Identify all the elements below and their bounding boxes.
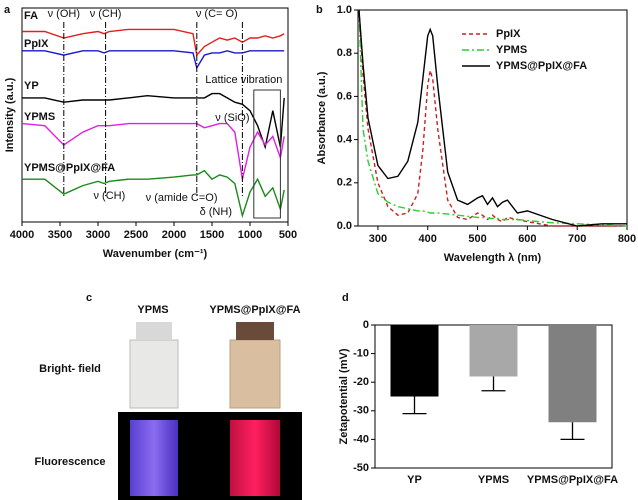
series-line <box>22 169 285 219</box>
annotation: ν (CH) <box>90 8 122 20</box>
x-tick-label: 3500 <box>48 229 72 241</box>
annotation: ν (C= O) <box>196 8 238 20</box>
series-label: YPMS@PpIX@FA <box>24 162 115 174</box>
panel-label: d <box>342 292 349 304</box>
series-label: PpIX <box>24 38 49 50</box>
photo-column: YPMS <box>137 304 168 316</box>
x-tick-label: 600 <box>518 233 536 245</box>
vial-cap <box>136 322 172 340</box>
photo-row: Bright- field <box>39 363 101 375</box>
y-tick-label: 0.0 <box>337 220 352 232</box>
x-tick-label: 2500 <box>124 229 148 241</box>
series-label: YPMS <box>24 111 55 123</box>
vial <box>129 339 179 409</box>
x-tick-label: 1000 <box>238 229 262 241</box>
series-line <box>22 28 285 57</box>
x-tick-label: 300 <box>369 233 387 245</box>
series-line <box>22 50 285 70</box>
y-tick-label: 0 <box>363 319 369 331</box>
panel-label: a <box>4 4 11 16</box>
y-tick-label: 1.0 <box>337 4 352 16</box>
y-tick-label: -10 <box>353 348 369 360</box>
x-tick-label: YP <box>407 474 422 486</box>
y-tick-label: -50 <box>353 462 369 474</box>
error-bar <box>402 396 427 415</box>
series-label: YP <box>24 80 39 92</box>
vial-fluor <box>230 420 280 496</box>
x-tick-label: 700 <box>568 233 586 245</box>
x-tick-label: YPMS@PpIX@FA <box>527 474 618 486</box>
legend-label: YPMS <box>496 44 527 56</box>
lattice-box <box>253 89 281 219</box>
annotation: Lattice vibration <box>205 74 282 86</box>
legend-label: YPMS@PpIX@FA <box>496 60 587 72</box>
x-tick-label: 4000 <box>10 229 34 241</box>
bar <box>390 325 439 397</box>
series-line <box>21 122 285 180</box>
series-label: FA <box>24 10 38 22</box>
error-bar <box>481 376 506 392</box>
y-tick-label: 0.6 <box>337 90 352 102</box>
y-tick-label: 0.2 <box>337 177 352 189</box>
photo-column: YPMS@PpIX@FA <box>209 304 300 316</box>
y-tick-label: 0.4 <box>337 134 353 146</box>
vial-fluor <box>130 420 178 496</box>
y-tick-label: -40 <box>353 433 369 445</box>
bar <box>469 325 518 377</box>
annotation: ν (amide C=O) <box>146 192 218 204</box>
series-line <box>358 9 627 227</box>
x-axis-label: Wavenumber (cm⁻¹) <box>103 248 208 260</box>
annotation: δ (NH) <box>200 206 232 218</box>
series-line <box>358 9 627 227</box>
plot-frame <box>357 9 628 227</box>
bar <box>548 325 597 423</box>
y-tick-label: 0.8 <box>337 47 352 59</box>
series-line <box>22 92 285 150</box>
vial <box>229 339 281 409</box>
x-tick-label: YPMS <box>478 474 509 486</box>
y-axis-label: Absorbance (a.u.) <box>316 71 328 164</box>
y-tick-label: -30 <box>353 405 369 417</box>
legend-label: PpIX <box>496 28 521 40</box>
x-tick-label: 800 <box>618 233 636 245</box>
annotation: ν (OH) <box>48 8 80 20</box>
y-tick-label: -20 <box>353 376 369 388</box>
x-tick-label: 500 <box>279 229 297 241</box>
vial-cap <box>236 322 274 340</box>
y-axis-label: Zetapotential (mV) <box>338 348 350 444</box>
x-tick-label: 400 <box>419 233 437 245</box>
x-tick-label: 2000 <box>162 229 186 241</box>
y-axis-label: Intensity (a.u.) <box>4 77 16 152</box>
panel-label: c <box>86 292 92 304</box>
error-bar <box>560 422 585 441</box>
series-line <box>358 9 628 227</box>
x-tick-label: 3000 <box>86 229 110 241</box>
panel-label: b <box>316 4 323 16</box>
photo-row: Fluorescence <box>35 456 106 468</box>
plot-frame <box>21 7 289 223</box>
x-axis-label: Wavelength λ (nm) <box>444 252 542 264</box>
annotation: ν (CH) <box>94 190 126 202</box>
x-tick-label: 500 <box>468 233 486 245</box>
annotation: ν (SiO) <box>215 112 249 124</box>
x-tick-label: 1500 <box>200 229 224 241</box>
